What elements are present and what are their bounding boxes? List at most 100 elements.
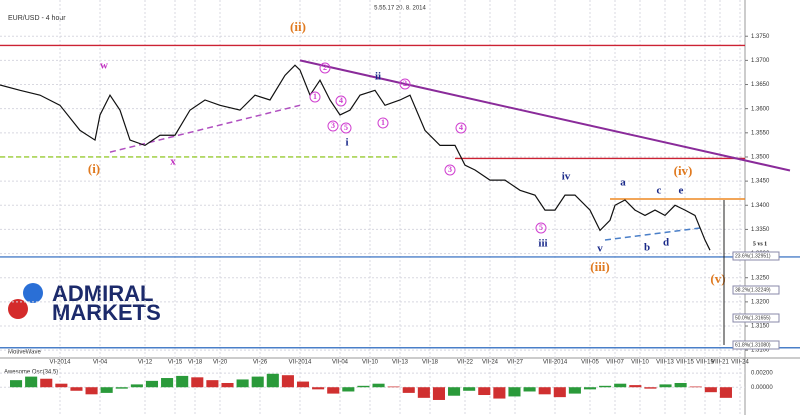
- wave-label: x: [170, 156, 176, 168]
- wave-label: iii: [538, 238, 547, 250]
- wave-circle: [455, 122, 467, 134]
- x-tick-label: VII-13: [392, 360, 409, 366]
- wave-label: c: [657, 185, 662, 197]
- y-tick-label: 1.3100: [751, 348, 770, 354]
- wave-label: 4: [459, 123, 463, 132]
- x-tick-label: VII-04: [332, 360, 349, 366]
- y-tick-label: 1.3250: [751, 275, 770, 281]
- x-tick-label: VI-18: [188, 360, 203, 366]
- osc-bar: [387, 386, 400, 388]
- osc-bar: [161, 378, 174, 388]
- wave-label: 3: [331, 121, 335, 130]
- osc-bar: [689, 386, 702, 388]
- osc-bar: [176, 375, 189, 388]
- fib-label: 23.6%(1.32951): [735, 253, 771, 259]
- y-tick-label: 1.3150: [751, 324, 770, 330]
- chart-title: EUR/USD - 4 hour: [8, 15, 66, 22]
- wave-label: 1: [381, 118, 385, 127]
- x-tick-label: VI-04: [93, 360, 108, 366]
- wave-circle: [335, 95, 347, 107]
- wave-label: (ii): [290, 19, 306, 34]
- fib-box: [732, 340, 780, 350]
- osc-bar: [70, 387, 83, 391]
- wave-circle: [327, 120, 339, 132]
- fib-box: [732, 285, 780, 295]
- wave-circle: [377, 117, 389, 129]
- wave-circle: [535, 222, 547, 234]
- osc-bar: [614, 383, 627, 388]
- wave-label: 3: [448, 165, 452, 174]
- fib-label: 38.2%(1.32249): [735, 287, 771, 293]
- x-tick-label: VII-10: [362, 360, 379, 366]
- x-tick-label: VI-26: [253, 360, 268, 366]
- osc-bar: [599, 385, 612, 388]
- osc-bar: [568, 387, 581, 394]
- logo-dot: [23, 283, 43, 303]
- osc-bar: [25, 376, 38, 388]
- osc-bar: [553, 387, 566, 398]
- wave-label: b: [644, 242, 650, 254]
- osc-bar: [191, 377, 204, 388]
- osc-bar: [417, 387, 430, 398]
- osc-bar: [372, 383, 385, 388]
- y-tick-label: 0.00000: [751, 385, 773, 391]
- osc-bar: [719, 387, 732, 398]
- wave-label: i: [345, 137, 348, 149]
- osc-bar: [644, 387, 657, 389]
- logo-dot: [8, 299, 28, 319]
- osc-bar: [236, 379, 249, 388]
- wave-label: w: [100, 60, 108, 72]
- osc-bar: [357, 385, 370, 388]
- wave-label: (iv): [674, 163, 693, 178]
- osc-bar: [342, 387, 355, 392]
- x-tick-label: VI-12: [138, 360, 153, 366]
- wave-label: 1: [313, 92, 317, 101]
- y-tick-label: 1.3600: [751, 106, 770, 112]
- osc-bar: [448, 387, 461, 396]
- osc-bar: [432, 387, 445, 400]
- trendline: [299, 59, 791, 172]
- wave-label: (v): [710, 271, 725, 286]
- y-tick-label: 1.3350: [751, 227, 770, 233]
- fib-box: [732, 251, 780, 261]
- wave-label: 5 vs 1: [753, 241, 767, 247]
- wave-label: (i): [88, 161, 100, 176]
- osc-bar: [538, 387, 551, 395]
- x-tick-label: VIII-13: [656, 360, 674, 366]
- x-tick-label: VIII-15: [676, 360, 694, 366]
- wave-label: v: [597, 243, 603, 255]
- x-tick-label: VII-24: [482, 360, 499, 366]
- wave-label: e: [679, 185, 684, 197]
- x-tick-label: VIII-19: [696, 360, 714, 366]
- wave-label: 2: [323, 63, 327, 72]
- osc-bar: [312, 387, 325, 390]
- osc-bar: [100, 387, 113, 393]
- x-tick-label: VI-2014: [49, 360, 71, 366]
- y-tick-label: 1.3700: [751, 58, 770, 64]
- x-tick-label: VI-15: [168, 360, 183, 366]
- osc-bar: [523, 387, 536, 392]
- price-line: [0, 64, 711, 251]
- osc-bar: [296, 381, 310, 388]
- osc-bar: [40, 378, 53, 388]
- osc-bar: [206, 380, 219, 388]
- fib-label: 61.8%(1.31080): [735, 342, 771, 348]
- y-tick-label: 1.3400: [751, 203, 770, 209]
- osc-bar: [281, 375, 294, 388]
- wave-label: 4: [339, 96, 343, 105]
- y-tick-label: 1.3450: [751, 179, 770, 185]
- wave-circle: [309, 91, 321, 103]
- osc-bar: [704, 387, 717, 393]
- wave-label: ii: [375, 71, 381, 83]
- wave-label: (iii): [590, 259, 610, 274]
- y-tick-label: 1.3750: [751, 34, 770, 40]
- y-tick-label: 1.3550: [751, 130, 770, 136]
- wave-circle: [399, 78, 411, 90]
- wave-label: 2: [403, 79, 407, 88]
- osc-bar: [659, 384, 672, 388]
- wave-label: 5: [539, 223, 543, 232]
- osc-bar: [221, 382, 234, 388]
- x-tick-label: VIII-10: [631, 360, 649, 366]
- osc-bar: [55, 383, 68, 388]
- osc-bar: [251, 376, 264, 388]
